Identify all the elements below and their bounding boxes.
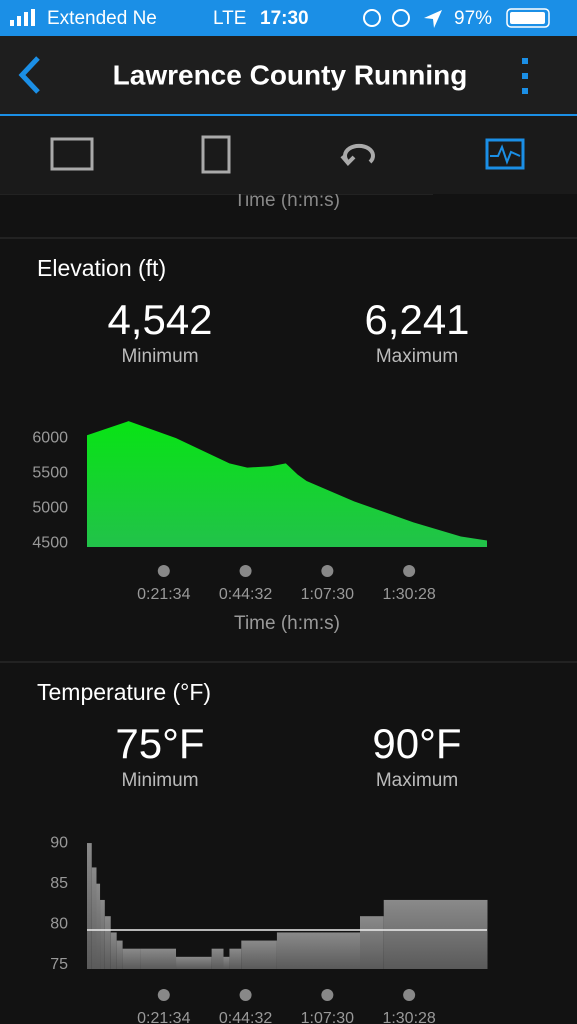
x-tick-dot <box>403 565 416 577</box>
temperature-step <box>223 956 230 969</box>
temperature-step <box>229 948 242 969</box>
temperature-step <box>116 940 123 969</box>
stat-value: 4,542 <box>107 296 212 343</box>
temperature-step <box>359 916 384 969</box>
tab-charts[interactable] <box>485 138 525 170</box>
section-title: Temperature (°F) <box>37 679 211 705</box>
x-tick-label: 1:07:30 <box>301 586 354 603</box>
tab-bar-edge <box>0 190 577 194</box>
temperature-step <box>276 932 360 969</box>
network: LTE <box>213 8 246 29</box>
x-tick-label: 0:21:34 <box>137 1010 190 1024</box>
temperature-step <box>122 948 141 969</box>
x-tick-dot <box>239 989 252 1001</box>
temperature-step <box>241 940 277 969</box>
stat-value: 6,241 <box>364 296 469 343</box>
battery-text: 97% <box>454 8 492 29</box>
x-tick-label: 0:21:34 <box>137 586 190 603</box>
temperature-step <box>487 899 488 969</box>
x-tick-label: 0:44:32 <box>219 586 272 603</box>
stat-label: Minimum <box>121 346 198 367</box>
location-icon <box>424 10 442 28</box>
carrier: Extended Ne <box>47 8 157 29</box>
temperature-step <box>104 916 111 969</box>
x-tick-dot <box>321 989 334 1001</box>
header <box>0 36 577 115</box>
menu-button[interactable] <box>522 58 528 94</box>
stat-value: 90°F <box>372 720 461 767</box>
axis-title: Time (h:m:s) <box>234 190 340 211</box>
tab-laps[interactable] <box>340 143 375 166</box>
y-tick-label: 5500 <box>32 464 68 481</box>
temperature-step <box>96 883 101 969</box>
stat-label: Maximum <box>376 770 458 791</box>
y-tick-label: 85 <box>50 875 68 892</box>
temperature-step <box>87 843 92 969</box>
elevation-area <box>87 421 487 547</box>
x-tick-label: 1:30:28 <box>382 586 435 603</box>
temperature-step <box>91 867 97 969</box>
y-tick-label: 4500 <box>32 535 68 552</box>
tab-charts-icon <box>490 144 521 165</box>
stat-label: Maximum <box>376 346 458 367</box>
y-tick-label: 90 <box>50 834 68 851</box>
tab-details[interactable] <box>201 135 231 174</box>
x-tick-dot <box>403 989 416 1001</box>
y-tick-label: 6000 <box>32 429 68 446</box>
lock-icon <box>392 9 410 27</box>
x-tick-label: 1:07:30 <box>301 1010 354 1024</box>
header-title: Lawrence County Running <box>113 59 468 90</box>
x-tick-dot <box>321 565 334 577</box>
x-tick-dot <box>157 565 170 577</box>
x-axis-label: Time (h:m:s) <box>234 613 340 634</box>
temperature-step <box>211 948 224 969</box>
x-tick-dot <box>239 565 252 577</box>
header-divider <box>0 114 577 116</box>
temperature-step <box>176 956 212 969</box>
y-tick-label: 75 <box>50 956 68 973</box>
x-tick-label: 0:44:32 <box>219 1010 272 1024</box>
y-tick-label: 80 <box>50 916 68 933</box>
x-tick-label: 1:30:28 <box>382 1010 435 1024</box>
battery-icon <box>506 8 550 28</box>
temperature-step <box>110 932 117 969</box>
temperature-step <box>100 899 105 969</box>
signal-icon <box>10 9 35 26</box>
back-button[interactable] <box>18 56 40 94</box>
y-tick-label: 5000 <box>32 500 68 517</box>
stat-value: 75°F <box>115 720 204 767</box>
temperature-step <box>383 899 487 969</box>
x-tick-dot <box>157 989 170 1001</box>
tab-bar <box>0 116 577 194</box>
clock: 17:30 <box>260 8 309 29</box>
status-icon <box>363 9 381 27</box>
status-bar <box>0 0 577 36</box>
tab-map[interactable] <box>50 137 94 171</box>
stat-label: Minimum <box>121 770 198 791</box>
battery-level <box>510 12 545 24</box>
temperature-step <box>140 948 177 969</box>
section-title: Elevation (ft) <box>37 255 166 281</box>
